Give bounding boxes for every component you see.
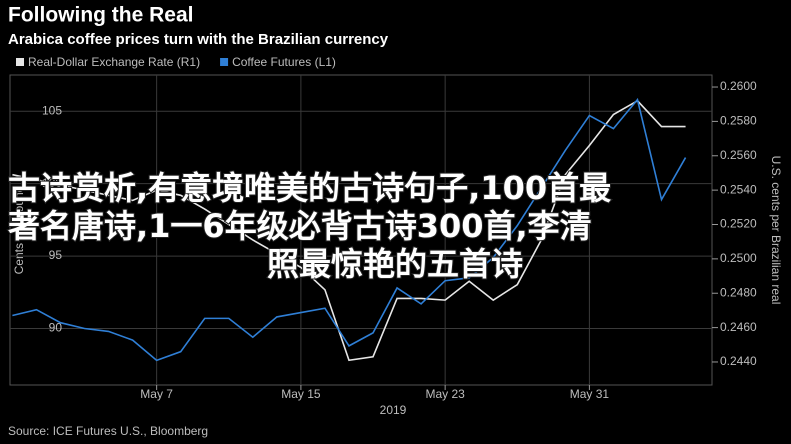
y2-tick-label: 0.2500 (720, 251, 757, 265)
y-tick-label: 95 (49, 248, 63, 262)
y2-axis-label: U.S. cents per Brazilian real (769, 156, 783, 305)
legend-swatch (16, 58, 24, 66)
x-tick-label: May 15 (281, 387, 321, 401)
legend-swatch (220, 58, 229, 66)
legend-label: Real-Dollar Exchange Rate (R1) (28, 55, 200, 69)
chart-subtitle: Arabica coffee prices turn with the Braz… (8, 31, 389, 48)
y2-tick-label: 0.2540 (720, 182, 757, 196)
overlay-text: 照最惊艳的五首诗 (267, 245, 523, 283)
series-line (12, 97, 687, 362)
overlay-text: 著名唐诗,1一6年级必背古诗300首,李清 (8, 207, 592, 245)
y-axis-label: Cents per pound (12, 186, 26, 275)
y2-tick-label: 0.2560 (720, 148, 757, 162)
x-axis-label: 2019 (380, 403, 407, 417)
y2-tick-label: 0.2580 (720, 114, 757, 128)
x-tick-label: May 31 (570, 387, 610, 401)
y2-tick-label: 0.2600 (720, 79, 757, 93)
x-tick-label: May 23 (425, 387, 465, 401)
plot-area (9, 74, 713, 386)
chart-title: Following the Real (8, 4, 194, 27)
y2-tick-label: 0.2520 (720, 217, 757, 231)
source: Source: ICE Futures U.S., Bloomberg (8, 424, 208, 438)
legend-label: Coffee Futures (L1) (232, 55, 336, 69)
series-line (12, 99, 686, 362)
x-tick-label: May 7 (140, 387, 173, 401)
y2-tick-label: 0.2480 (720, 285, 757, 299)
overlay-text: 古诗赏析,有意境唯美的古诗句子,100首最 (8, 169, 611, 207)
y2-tick-label: 0.2440 (720, 354, 757, 368)
y-tick-label: 90 (49, 321, 63, 335)
y-tick-label: 105 (42, 103, 62, 117)
y2-tick-label: 0.2460 (720, 320, 757, 334)
